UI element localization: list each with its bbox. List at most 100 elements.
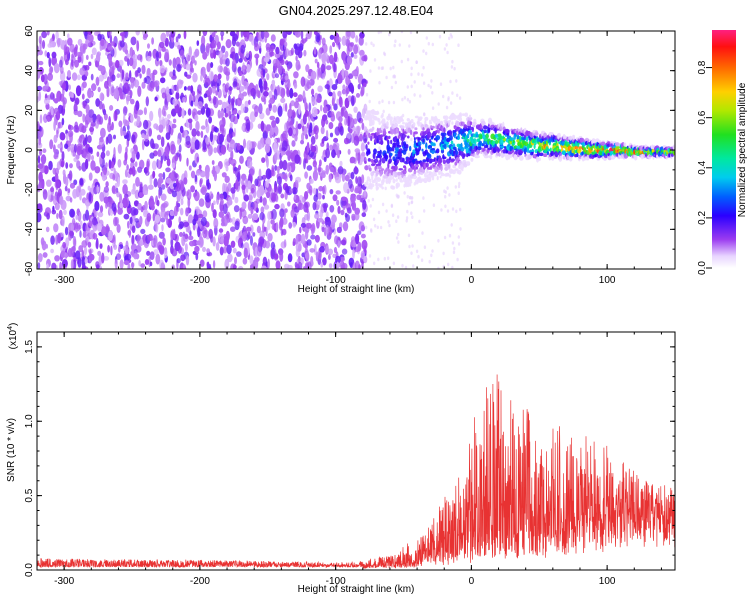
heatmap-cell [181,235,186,247]
heatmap-cell [406,97,410,102]
heatmap-cell [453,132,456,139]
heatmap-cell [543,153,548,157]
heatmap-cell [248,99,251,105]
heatmap-cell [88,61,92,67]
heatmap-cell [377,66,381,70]
heatmap-cell [99,92,104,102]
heatmap-cell [313,194,319,202]
heatmap-cell [276,176,282,185]
heatmap-cell [384,186,387,191]
y-tick-label: 60 [24,25,35,37]
heatmap-cell [94,200,100,212]
heatmap-cell [130,36,137,46]
heatmap-cell [394,164,398,171]
heatmap-cell [444,166,449,171]
heatmap-cell [470,135,474,140]
heatmap-cell [138,260,141,267]
heatmap-cell [454,129,457,133]
heatmap-cell [309,122,313,134]
heatmap-cell [573,148,576,156]
heatmap-cell [164,211,169,220]
heatmap-cell [206,62,211,73]
heatmap-cell [435,135,441,141]
heatmap-cell [103,256,110,261]
heatmap-cell [247,85,251,96]
heatmap-cell [182,96,186,103]
heatmap-cell [133,249,138,254]
heatmap-cell [312,201,317,211]
heatmap-cell [362,199,367,210]
heatmap-cell [112,188,118,195]
heatmap-cell [114,182,118,189]
heatmap-cell [140,263,146,268]
heatmap-cell [331,149,336,159]
heatmap-cell [47,43,53,48]
heatmap-cell [431,175,435,181]
heatmap-cell [218,193,225,201]
x-tick-label: 100 [599,576,616,587]
heatmap-cell [370,229,373,233]
heatmap-cell [437,129,440,134]
heatmap-cell [507,151,513,155]
heatmap-cell [395,236,399,240]
heatmap-cell [145,96,149,107]
heatmap-cell [228,103,232,111]
heatmap-cell [156,134,162,141]
heatmap-cell [331,214,337,224]
heatmap-cell [320,126,325,135]
heatmap-cell [199,259,205,267]
heatmap-cell [241,184,246,190]
heatmap-cell [218,211,225,218]
heatmap-cell [439,82,443,86]
heatmap-cell [332,91,336,103]
heatmap-cell [392,119,398,124]
heatmap-cell [42,189,48,200]
heatmap-cell [287,65,290,71]
heatmap-cell [404,134,407,138]
heatmap-cell [184,243,188,252]
heatmap-cell [357,83,361,90]
heatmap-cell [431,125,435,129]
heatmap-cell [323,156,327,162]
heatmap-cell [158,123,164,133]
heatmap-cell [98,74,104,82]
heatmap-cell [389,152,393,156]
heatmap-cell [123,31,129,39]
heatmap-cell [53,107,60,115]
heatmap-cell [195,120,200,132]
heatmap-cell [54,180,61,189]
heatmap-cell [396,215,400,219]
heatmap-cell [119,40,125,48]
heatmap-cell [293,82,298,89]
heatmap-cell [240,242,244,249]
heatmap-cell [246,31,250,40]
heatmap-cell [196,156,199,163]
heatmap-cell [81,240,88,248]
heatmap-cell [211,85,217,94]
heatmap-cell [444,204,447,209]
heatmap-cell [118,59,124,67]
heatmap-cell [299,226,302,234]
heatmap-cell [377,31,380,35]
heatmap-cell [261,265,267,269]
heatmap-cell [272,58,278,67]
heatmap-cell [263,57,270,63]
heatmap-cell [151,37,155,45]
heatmap-cell [212,209,217,219]
heatmap-cell [75,250,81,260]
heatmap-cell [506,129,510,134]
heatmap-cell [111,202,117,212]
heatmap-cell [449,130,453,136]
heatmap-cell [255,89,261,97]
heatmap-cell [333,103,338,111]
heatmap-cell [243,80,247,87]
x-tick-label: -100 [326,576,346,587]
heatmap-cell [280,87,286,99]
heatmap-cell [77,257,82,268]
heatmap-cell [363,190,367,198]
x-tick-label: -200 [190,275,210,286]
heatmap-cell [161,224,164,232]
heatmap-cell [200,130,204,138]
heatmap-cell [314,234,320,243]
heatmap-cell [286,162,291,172]
